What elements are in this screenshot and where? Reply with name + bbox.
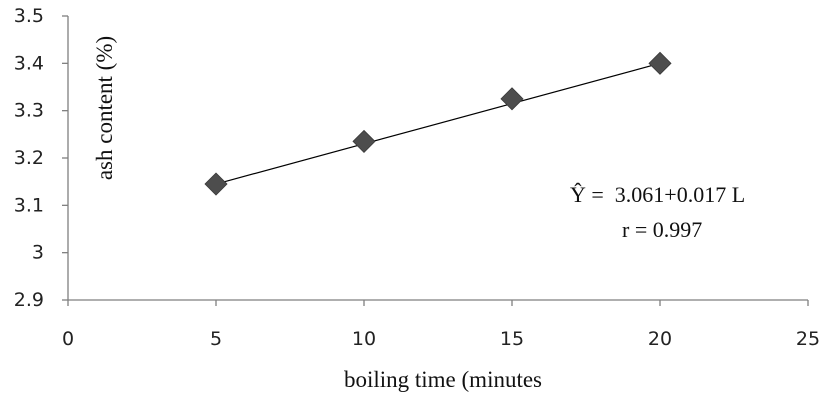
trendline bbox=[215, 62, 661, 185]
x-axis-title: boiling time (minutes bbox=[344, 367, 542, 392]
y-tick-label: 2.9 bbox=[14, 289, 44, 311]
data-point bbox=[648, 51, 672, 75]
x-tick-label: 15 bbox=[500, 328, 524, 350]
x-tick-label: 20 bbox=[648, 328, 672, 350]
data-point bbox=[352, 129, 376, 153]
axes bbox=[67, 16, 808, 301]
x-tick-label: 25 bbox=[796, 328, 820, 350]
y-tick-label: 3 bbox=[32, 242, 44, 264]
data-point bbox=[500, 87, 524, 111]
data-point bbox=[204, 172, 228, 196]
y-tick-label: 3.1 bbox=[14, 194, 44, 216]
x-tick-label: 0 bbox=[62, 328, 74, 350]
y-axis-ticks: 2.9 3 3.1 3.2 3.3 3.4 3.5 bbox=[14, 5, 68, 311]
y-tick-label: 3.3 bbox=[14, 100, 44, 122]
y-tick-label: 3.5 bbox=[14, 5, 44, 27]
data-points bbox=[204, 51, 672, 196]
regression-equation: Ŷ = 3.061+0.017 L bbox=[570, 182, 745, 207]
x-axis-ticks: 0 5 10 15 20 25 bbox=[62, 300, 820, 350]
correlation-coefficient: r = 0.997 bbox=[622, 217, 702, 242]
y-axis-title: ash content (%) bbox=[92, 36, 117, 180]
x-tick-label: 5 bbox=[210, 328, 222, 350]
y-tick-label: 3.2 bbox=[14, 147, 44, 169]
x-tick-label: 10 bbox=[352, 328, 376, 350]
y-tick-label: 3.4 bbox=[14, 52, 44, 74]
